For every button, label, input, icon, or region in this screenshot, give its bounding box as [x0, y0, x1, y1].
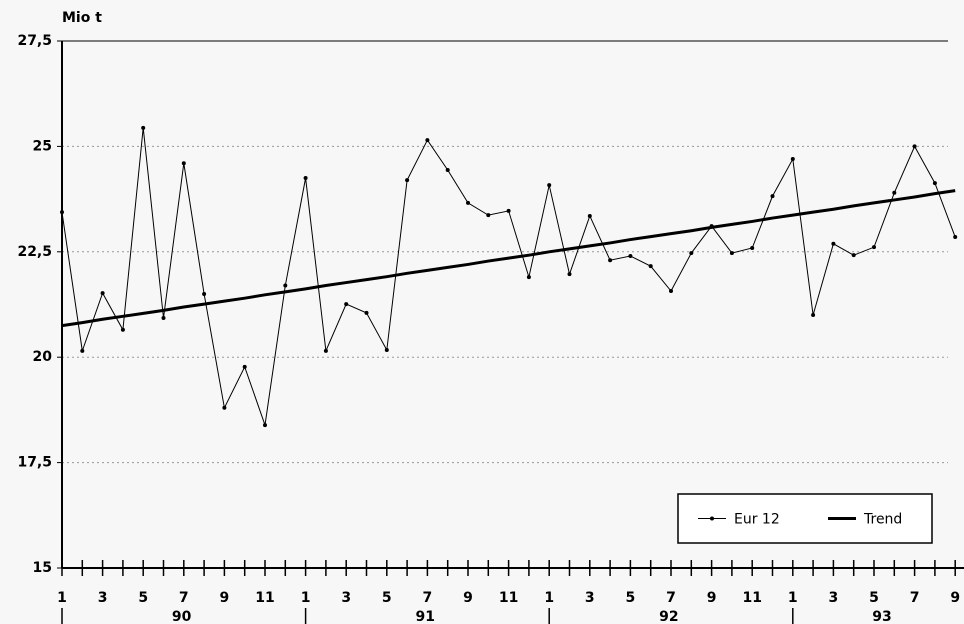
data-point — [567, 272, 572, 277]
data-point — [242, 364, 247, 369]
x-tick-label: 3 — [341, 590, 351, 606]
data-point — [344, 302, 349, 307]
x-tick-label: 11 — [255, 590, 274, 606]
x-tick-label: 5 — [138, 590, 148, 606]
data-point — [263, 423, 267, 428]
y-tick-label: 20 — [33, 349, 53, 365]
x-tick-label: 1 — [788, 590, 798, 606]
data-point — [831, 241, 836, 246]
series-line — [61, 189, 956, 328]
group-label: 91 — [416, 609, 435, 624]
x-tick-label: 3 — [98, 590, 108, 606]
x-tick-label: 9 — [950, 590, 960, 606]
data-point — [486, 213, 491, 218]
data-point — [851, 253, 856, 258]
data-point — [648, 264, 653, 269]
y-tick-label: 15 — [33, 560, 52, 576]
x-tick-label: 9 — [463, 590, 473, 606]
y-unit-label: Mio t — [62, 10, 102, 26]
data-point — [689, 251, 694, 256]
data-point — [100, 291, 105, 296]
data-point — [120, 327, 125, 332]
data-point — [770, 194, 775, 199]
group-label: 90 — [172, 609, 192, 624]
data-point — [729, 251, 734, 256]
x-tick-label: 5 — [382, 590, 392, 606]
data-point — [181, 161, 186, 166]
y-tick-label: 25 — [33, 138, 52, 154]
legend-marker — [710, 516, 714, 521]
x-tick-label: 7 — [423, 590, 433, 606]
x-tick-label: 9 — [707, 590, 717, 606]
data-point — [872, 245, 876, 250]
x-tick-label: 7 — [910, 590, 920, 606]
x-tick-label: 1 — [57, 590, 67, 606]
group-label: 93 — [872, 609, 891, 624]
data-point — [384, 348, 389, 353]
data-point — [202, 291, 207, 296]
data-point — [323, 348, 328, 353]
data-point — [405, 178, 410, 183]
data-point — [526, 275, 531, 280]
data-point — [912, 144, 917, 149]
data-point — [425, 138, 430, 143]
data-point — [628, 254, 633, 259]
data-point — [506, 208, 511, 213]
y-tick-label: 22,5 — [17, 244, 52, 260]
legend-label: Eur 12 — [734, 512, 780, 528]
x-tick-label: 5 — [869, 590, 879, 606]
data-point — [669, 289, 673, 294]
x-tick-label: 7 — [666, 590, 676, 606]
data-point — [466, 200, 470, 205]
data-point — [811, 313, 816, 318]
data-point — [608, 258, 613, 263]
data-point — [161, 315, 166, 320]
data-point — [750, 246, 755, 251]
data-point — [303, 176, 308, 181]
data-point — [141, 125, 146, 130]
x-tick-label: 3 — [585, 590, 595, 606]
x-tick-label: 3 — [829, 590, 839, 606]
x-tick-label: 1 — [544, 590, 554, 606]
x-tick-label: 9 — [220, 590, 230, 606]
group-label: 92 — [659, 609, 678, 624]
y-tick-label: 27,5 — [17, 33, 52, 49]
x-tick-label: 7 — [179, 590, 189, 606]
y-tick-label: 17,5 — [17, 455, 52, 471]
data-point — [547, 183, 552, 188]
data-point — [892, 190, 897, 195]
data-point — [932, 181, 937, 186]
x-tick-label: 1 — [301, 590, 311, 606]
data-point — [283, 283, 288, 288]
data-point — [953, 235, 958, 240]
data-point — [222, 405, 227, 410]
x-tick-label: 5 — [626, 590, 636, 606]
data-point — [80, 348, 85, 353]
data-point — [364, 310, 369, 315]
legend-label: Trend — [863, 512, 902, 528]
data-point — [445, 168, 450, 173]
data-point — [60, 210, 64, 215]
x-tick-label: 11 — [742, 590, 761, 606]
data-point — [587, 213, 592, 218]
data-point — [790, 157, 795, 162]
x-tick-label: 11 — [499, 590, 518, 606]
